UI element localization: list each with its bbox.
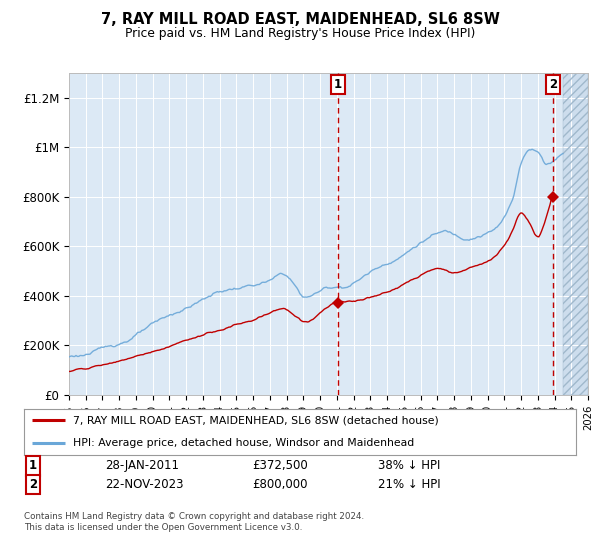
Text: HPI: Average price, detached house, Windsor and Maidenhead: HPI: Average price, detached house, Wind… [73,438,414,448]
Text: 22-NOV-2023: 22-NOV-2023 [105,478,184,491]
Text: 7, RAY MILL ROAD EAST, MAIDENHEAD, SL6 8SW (detached house): 7, RAY MILL ROAD EAST, MAIDENHEAD, SL6 8… [73,416,439,425]
Text: 21% ↓ HPI: 21% ↓ HPI [378,478,440,491]
Text: 28-JAN-2011: 28-JAN-2011 [105,459,179,473]
Bar [563,73,588,395]
Text: 2: 2 [29,478,37,491]
Text: Price paid vs. HM Land Registry's House Price Index (HPI): Price paid vs. HM Land Registry's House … [125,27,475,40]
Text: 7, RAY MILL ROAD EAST, MAIDENHEAD, SL6 8SW: 7, RAY MILL ROAD EAST, MAIDENHEAD, SL6 8… [101,12,499,27]
Text: £372,500: £372,500 [252,459,308,473]
Text: 1: 1 [29,459,37,473]
Bar [563,73,588,395]
Text: 1: 1 [334,78,342,91]
Text: 2: 2 [549,78,557,91]
Text: Contains HM Land Registry data © Crown copyright and database right 2024.
This d: Contains HM Land Registry data © Crown c… [24,512,364,532]
Text: £800,000: £800,000 [252,478,308,491]
Text: 38% ↓ HPI: 38% ↓ HPI [378,459,440,473]
